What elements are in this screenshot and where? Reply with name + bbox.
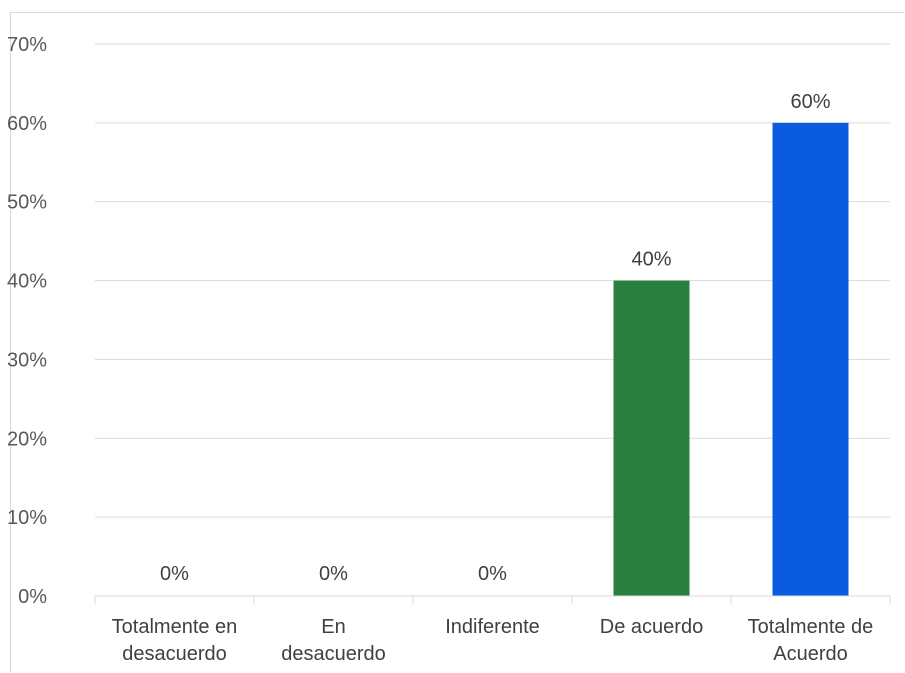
x-axis <box>94 595 891 604</box>
data-label: 60% <box>790 91 830 113</box>
data-label: 40% <box>631 249 671 271</box>
category-label: En desacuerdo <box>281 616 386 665</box>
x-axis-category-labels: Totalmente en desacuerdo En desacuerdo Indif… <box>112 616 874 665</box>
data-label: 0% <box>478 563 507 585</box>
y-tick-label: 60% <box>7 113 47 135</box>
y-tick-label: 10% <box>7 507 47 529</box>
y-tick-label: 50% <box>7 192 47 214</box>
data-label: 0% <box>319 563 348 585</box>
bars <box>613 122 849 596</box>
category-label: Indiferente <box>445 616 540 638</box>
bar <box>772 122 849 596</box>
bar <box>613 280 690 596</box>
category-label: Totalmente en desacuerdo <box>112 616 238 665</box>
y-tick-label: 0% <box>18 586 47 608</box>
y-tick-label: 70% <box>7 34 47 56</box>
data-label: 0% <box>160 563 189 585</box>
category-label: De acuerdo <box>600 616 703 638</box>
category-label: Totalmente de Acuerdo <box>748 616 874 665</box>
y-axis-tick-labels: 0% 10% 20% 30% 40% 50% 60% 70% <box>7 34 47 608</box>
data-labels: 0% 0% 0% 40% 60% <box>160 91 831 585</box>
y-tick-label: 20% <box>7 428 47 450</box>
y-tick-label: 40% <box>7 271 47 293</box>
gridlines <box>95 43 890 518</box>
y-tick-label: 30% <box>7 349 47 371</box>
chart-frame <box>10 12 904 672</box>
